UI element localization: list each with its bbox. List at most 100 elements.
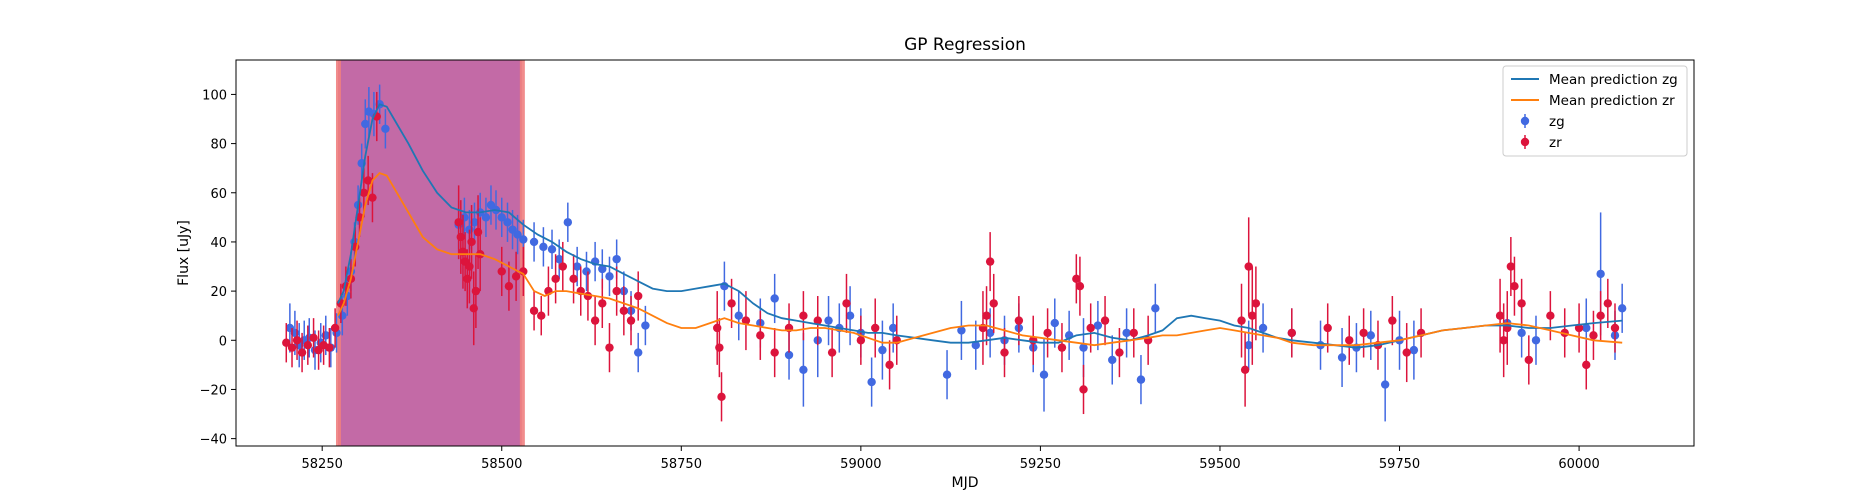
point-zg bbox=[612, 254, 621, 264]
point-zg bbox=[582, 267, 591, 276]
point-zr bbox=[634, 291, 643, 301]
point-zr bbox=[463, 274, 472, 284]
point-zr bbox=[454, 218, 463, 227]
point-zg bbox=[799, 365, 808, 374]
x-tick-label: 59750 bbox=[1379, 457, 1420, 472]
legend-marker-zr bbox=[1520, 135, 1530, 149]
point-zr bbox=[619, 306, 629, 315]
point-zr bbox=[473, 227, 483, 237]
highlight-region-left-edge bbox=[335, 60, 341, 446]
point-zg bbox=[867, 377, 876, 387]
point-zr bbox=[504, 281, 514, 291]
point-zr bbox=[1237, 316, 1246, 325]
legend-marker-zg bbox=[1520, 114, 1530, 128]
point-zr bbox=[497, 267, 506, 276]
point-zr bbox=[1244, 262, 1253, 271]
legend-box bbox=[1502, 65, 1688, 157]
chart-title: GP Regression bbox=[904, 35, 1026, 55]
point-zg bbox=[1409, 345, 1419, 355]
point-zg bbox=[784, 350, 794, 360]
point-zr bbox=[1079, 385, 1088, 394]
point-zr bbox=[741, 316, 751, 325]
plot-content bbox=[282, 84, 1627, 422]
point-zr bbox=[605, 343, 614, 352]
point-zg bbox=[824, 316, 833, 325]
point-zg bbox=[888, 323, 898, 333]
point-zr bbox=[842, 299, 851, 308]
point-zr bbox=[529, 306, 539, 315]
point-zr bbox=[1596, 311, 1605, 320]
legend-label-zr: zr bbox=[1549, 135, 1562, 151]
point-zr bbox=[1506, 262, 1516, 271]
point-zr bbox=[715, 343, 724, 352]
point-zr bbox=[282, 338, 291, 347]
point-zr bbox=[363, 176, 373, 185]
point-zr bbox=[1014, 316, 1024, 325]
point-zg bbox=[481, 213, 491, 222]
point-zr bbox=[1499, 336, 1508, 345]
point-zg bbox=[470, 218, 479, 227]
point-zr bbox=[1323, 323, 1332, 333]
point-zr bbox=[303, 340, 313, 350]
point-zg bbox=[634, 348, 643, 357]
highlight-region-layer bbox=[335, 60, 525, 446]
point-zr bbox=[713, 323, 722, 333]
x-tick-label: 58750 bbox=[661, 457, 702, 472]
point-zg bbox=[1617, 304, 1627, 313]
point-zr bbox=[1388, 316, 1397, 325]
point-zg bbox=[555, 254, 564, 264]
point-zr bbox=[309, 333, 318, 343]
point-zr bbox=[1075, 281, 1085, 291]
point-zr bbox=[799, 311, 808, 320]
line-mean-prediction-zg bbox=[337, 103, 1623, 349]
point-zg bbox=[971, 340, 980, 350]
point-zr bbox=[558, 262, 567, 271]
point-zg bbox=[572, 262, 582, 271]
x-tick-label: 60000 bbox=[1558, 457, 1599, 472]
x-tick-label: 59000 bbox=[840, 457, 881, 472]
axis-layer: 58250 58500 58750 59000 59250 59500 59750 60000… bbox=[200, 88, 1600, 472]
point-zr bbox=[1248, 311, 1257, 320]
point-zr bbox=[985, 257, 995, 266]
point-zr bbox=[1524, 355, 1534, 365]
point-zg bbox=[1039, 370, 1049, 379]
point-zr bbox=[717, 392, 726, 402]
point-zg bbox=[1108, 355, 1117, 365]
point-zr bbox=[1589, 331, 1598, 340]
point-zr bbox=[813, 316, 822, 325]
y-tick-label: 0 bbox=[219, 334, 227, 349]
point-zg bbox=[734, 311, 743, 320]
x-tick-label: 58500 bbox=[481, 457, 522, 472]
point-zg bbox=[1596, 269, 1605, 279]
point-zg bbox=[1136, 375, 1146, 384]
point-zg bbox=[605, 272, 614, 281]
point-zr bbox=[1345, 336, 1354, 345]
y-tick-label: 60 bbox=[210, 187, 227, 202]
point-zg bbox=[1151, 304, 1160, 313]
point-zg bbox=[770, 294, 779, 303]
point-zr bbox=[1574, 323, 1584, 333]
point-zr bbox=[598, 299, 607, 308]
y-axis-label: Flux [uJy] bbox=[176, 220, 192, 286]
point-zr bbox=[469, 304, 478, 313]
point-zg bbox=[598, 264, 607, 274]
point-zr bbox=[465, 262, 474, 271]
point-zr bbox=[1100, 316, 1110, 325]
point-zr bbox=[359, 188, 369, 197]
point-zr bbox=[612, 286, 621, 296]
point-zr bbox=[727, 299, 736, 308]
point-zg bbox=[519, 235, 528, 244]
point-zr bbox=[1603, 299, 1613, 308]
point-zg bbox=[957, 326, 966, 335]
legend-label-zg: zg bbox=[1549, 114, 1565, 130]
legend-label-zr-prediction: Mean prediction zr bbox=[1549, 93, 1675, 109]
point-zr bbox=[1402, 348, 1411, 357]
point-zr bbox=[1546, 311, 1555, 320]
point-zr bbox=[1517, 299, 1526, 308]
point-zg bbox=[1582, 323, 1591, 333]
point-zg bbox=[1050, 318, 1059, 328]
point-zg bbox=[1531, 336, 1541, 345]
line-mean-prediction-zr bbox=[337, 172, 1623, 347]
